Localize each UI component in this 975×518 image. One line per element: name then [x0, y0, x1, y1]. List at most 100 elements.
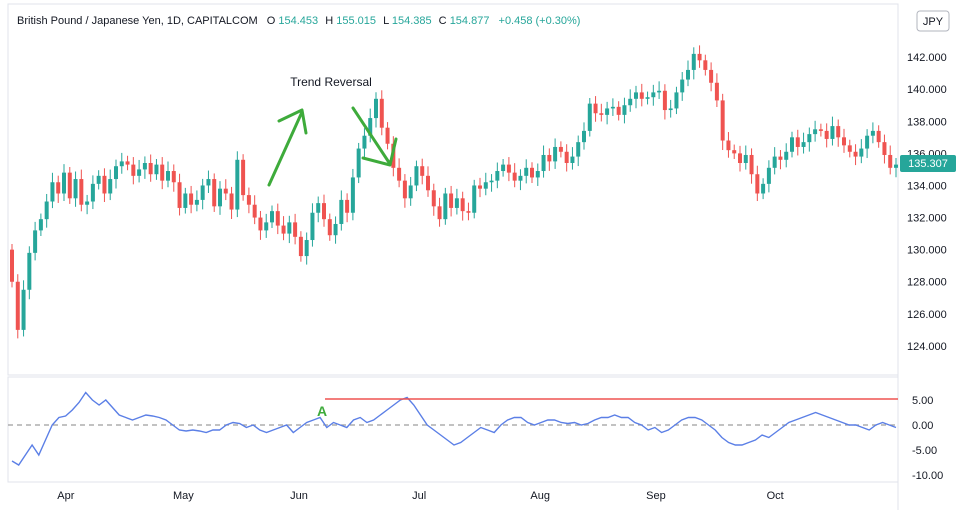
candle-body [634, 92, 638, 99]
oscillator-tick-label: 5.00 [912, 395, 933, 407]
oscillator-pane [7, 376, 899, 483]
candle-body [229, 193, 234, 210]
candle-body [558, 146, 563, 152]
price-tick-label: 126.000 [907, 309, 947, 321]
candle-body [443, 193, 448, 220]
time-tick-label: Jun [290, 490, 308, 502]
price-axis: 124.000 126.000 128.000 130.000 132.000 134.0… [907, 52, 947, 353]
down-arrow-head [361, 137, 398, 167]
candle-body [44, 201, 49, 220]
candle-body [385, 127, 390, 144]
candle-body [749, 154, 754, 175]
time-tick-label: May [173, 490, 194, 502]
candle-body [755, 174, 760, 194]
currency-badge[interactable] [916, 10, 950, 32]
candle-body [137, 169, 142, 176]
candle-body [726, 140, 731, 151]
candle-body [275, 211, 280, 226]
trend-arrows [267, 106, 398, 187]
candle-body [258, 217, 263, 231]
up-arrow-shaft [267, 110, 304, 187]
candle-body [322, 203, 326, 220]
candle-body [183, 193, 188, 208]
candle-body [460, 198, 465, 212]
candle-body [218, 188, 222, 207]
candle-body [732, 150, 737, 154]
candle-body [108, 179, 113, 194]
candle-body [414, 166, 419, 186]
candle-body [703, 60, 708, 70]
candle-body [431, 190, 436, 207]
candle-body [535, 171, 540, 178]
candle-body [599, 113, 604, 115]
candle-body [541, 154, 546, 172]
candle-body [859, 148, 864, 157]
legend-open-value: 154.453 [278, 15, 318, 27]
time-axis: Apr May Jun Jul Aug Sep Oct [57, 490, 783, 502]
last-price-badge [900, 155, 956, 172]
candle-body [576, 142, 581, 157]
time-tick-label: Oct [767, 490, 784, 502]
candle-body [691, 53, 696, 70]
candle-body [790, 137, 794, 152]
candle-body [454, 198, 459, 208]
candle-body [281, 225, 286, 234]
candle-body [15, 281, 20, 330]
candle-body [662, 90, 667, 111]
candle-body [882, 142, 887, 155]
down-arrow-shaft [351, 106, 392, 166]
currency-badge-label: JPY [923, 16, 944, 28]
candle-body [85, 201, 90, 205]
candle-body [327, 219, 332, 236]
time-tick-label: Apr [57, 490, 74, 502]
candle-body [674, 92, 679, 109]
candle-body [316, 203, 321, 213]
candle-body [668, 108, 673, 111]
candle-body [67, 172, 72, 199]
candle-body [241, 159, 246, 196]
candle-body [368, 118, 373, 136]
candle-body [714, 82, 719, 101]
candle-body [605, 108, 610, 115]
candle-body [582, 130, 586, 143]
candle-body [304, 240, 309, 257]
candle-body [426, 175, 430, 191]
candle-body [489, 180, 494, 183]
price-tick-label: 142.000 [907, 52, 947, 64]
candle-body [102, 175, 107, 194]
candle-body [657, 90, 662, 93]
oscillator-tick-label: -10.00 [912, 470, 943, 482]
candle-body [483, 182, 488, 189]
candle-body [56, 182, 61, 194]
candle-body [778, 156, 783, 160]
time-tick-label: Aug [530, 490, 550, 502]
candle-body [651, 92, 656, 98]
candle-body [743, 154, 748, 163]
oscillator-line [11, 391, 897, 466]
trend-reversal-label: Trend Reversal [290, 75, 372, 89]
candle-body [697, 53, 702, 61]
candle-body [807, 134, 812, 143]
candle-body [160, 164, 165, 181]
candle-body [131, 164, 136, 176]
price-tick-label: 134.000 [907, 180, 947, 192]
candle-body [738, 153, 742, 163]
candle-body [119, 161, 124, 167]
candle-body [593, 103, 598, 114]
last-price-label: 135.307 [908, 158, 948, 170]
candle-body [801, 142, 806, 147]
candle-body [246, 195, 251, 205]
legend-open-label: O [267, 15, 276, 27]
up-arrow-head [277, 108, 308, 135]
candle-body [402, 180, 407, 199]
price-tick-label: 124.000 [907, 341, 947, 353]
candle-body [813, 129, 818, 135]
candle-body [62, 172, 66, 194]
candle-body [766, 167, 771, 184]
candle-body [564, 151, 569, 163]
candle-body [495, 171, 500, 181]
candle-body [287, 222, 292, 234]
legend-close-value: 154.877 [450, 15, 490, 27]
candle-body [772, 156, 777, 168]
